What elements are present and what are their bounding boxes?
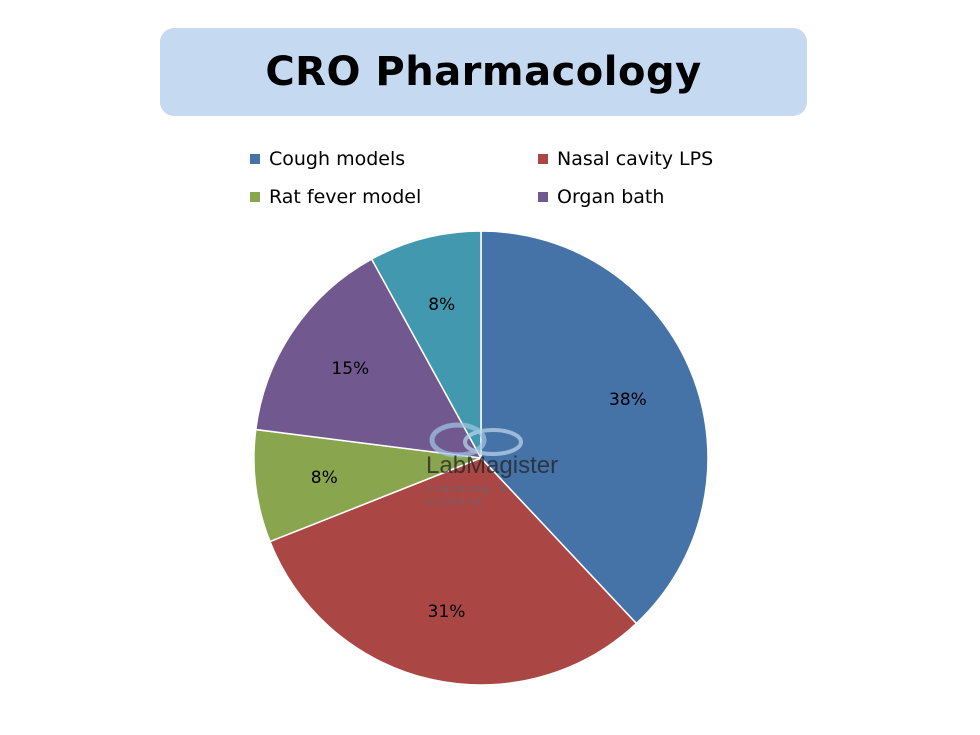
pie-slice-4: [254, 258, 483, 459]
legend-swatch: [250, 154, 260, 164]
pie-slice-5: [370, 230, 482, 459]
legend-swatch: [538, 192, 548, 202]
legend-swatch: [250, 192, 260, 202]
legend-label: Cough models: [269, 148, 406, 170]
legend-item-nasal-cavity-lps: Nasal cavity LPS: [538, 148, 713, 170]
slice-data-label: 38%: [609, 390, 647, 410]
legend-item-cough-models: Cough models: [250, 148, 405, 170]
flask-logo-icon: [429, 422, 523, 458]
legend-label: Organ bath: [557, 186, 665, 208]
pie-slice-2: [268, 457, 638, 686]
labmagister-watermark: LabMagister training & science: [418, 420, 559, 508]
legend-label: Nasal cavity LPS: [557, 148, 714, 170]
slice-data-label: 8%: [428, 295, 455, 315]
slice-data-label: 8%: [311, 468, 338, 488]
slice-data-label: 31%: [428, 602, 466, 622]
legend-item-organ-bath: Organ bath: [538, 186, 664, 208]
chart-title: CRO Pharmacology: [265, 49, 702, 95]
watermark-tagline: training & science: [426, 482, 508, 508]
title-banner: CRO Pharmacology: [160, 28, 807, 116]
pie-slice-1: [480, 230, 709, 625]
watermark-name: LabMagister: [426, 452, 559, 479]
legend-swatch: [538, 154, 548, 164]
legend-label: Rat fever model: [269, 186, 422, 208]
pie-slice-3: [253, 428, 482, 543]
legend-item-rat-fever-model: Rat fever model: [250, 186, 421, 208]
slice-data-label: 15%: [331, 359, 369, 379]
chart-legend: Cough models Nasal cavity LPS Rat fever …: [250, 148, 770, 218]
